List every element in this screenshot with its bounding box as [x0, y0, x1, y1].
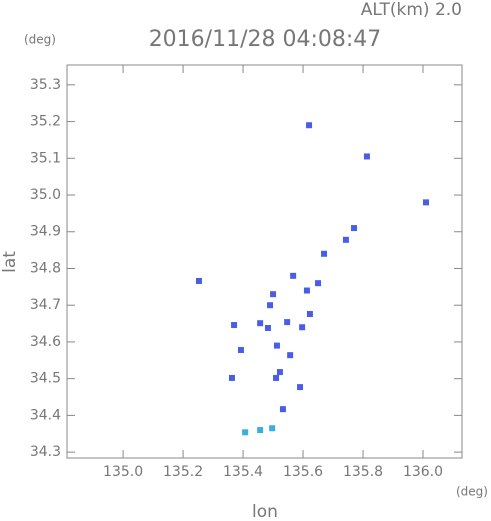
x-tick-label: 135.0 — [103, 464, 143, 480]
echo-point — [242, 429, 249, 436]
y-tick-label: 34.5 — [30, 371, 61, 387]
echo-point — [264, 324, 271, 331]
echo-point — [270, 291, 277, 298]
y-tick-label: 34.9 — [30, 224, 61, 240]
echo-point — [267, 302, 274, 309]
x-tick-label: 135.6 — [283, 464, 323, 480]
echo-point — [237, 347, 244, 354]
chart-title: 2016/11/28 04:08:47 — [149, 27, 382, 52]
echo-point — [279, 406, 286, 413]
y-tick-label: 35.0 — [30, 187, 61, 203]
echo-point — [257, 427, 264, 434]
echo-point — [195, 277, 202, 284]
echo-point — [315, 280, 322, 287]
echo-point — [297, 384, 304, 391]
echo-point — [306, 122, 313, 129]
echo-point — [299, 324, 306, 331]
echo-point — [363, 153, 370, 160]
y-tick-label: 35.1 — [30, 150, 61, 166]
echo-point — [273, 374, 280, 381]
echo-point — [276, 369, 283, 376]
altitude-label: ALT(km) 2.0 — [361, 0, 462, 20]
x-unit: (deg) — [456, 485, 488, 499]
echo-point — [273, 342, 280, 349]
y-tick-label: 34.3 — [30, 444, 61, 460]
echo-point — [423, 199, 430, 206]
echo-point — [257, 320, 264, 327]
x-tick-label: 136.0 — [403, 464, 443, 480]
y-tick-label: 35.3 — [30, 77, 61, 93]
echo-point — [342, 236, 349, 243]
x-tick-label: 135.4 — [223, 464, 263, 480]
echo-point — [306, 311, 313, 318]
echo-point — [303, 287, 310, 294]
x-tick-label: 135.2 — [163, 464, 203, 480]
y-axis-label: lat — [0, 251, 20, 273]
y-tick-label: 34.7 — [30, 297, 61, 313]
echo-point — [351, 225, 358, 232]
echo-point — [269, 425, 276, 432]
y-tick-label: 34.8 — [30, 260, 61, 276]
echo-point — [287, 352, 294, 359]
echo-point — [284, 319, 291, 326]
y-tick-label: 35.2 — [30, 114, 61, 130]
echo-point — [290, 272, 297, 279]
echo-point — [228, 374, 235, 381]
y-tick-label: 34.6 — [30, 334, 61, 350]
echo-point — [231, 322, 238, 329]
plot-frame — [66, 64, 463, 459]
y-tick-label: 34.4 — [30, 407, 61, 423]
x-tick-label: 135.8 — [343, 464, 383, 480]
echo-point — [321, 250, 328, 257]
x-axis-label: lon — [252, 502, 278, 521]
y-unit: (deg) — [24, 33, 56, 47]
